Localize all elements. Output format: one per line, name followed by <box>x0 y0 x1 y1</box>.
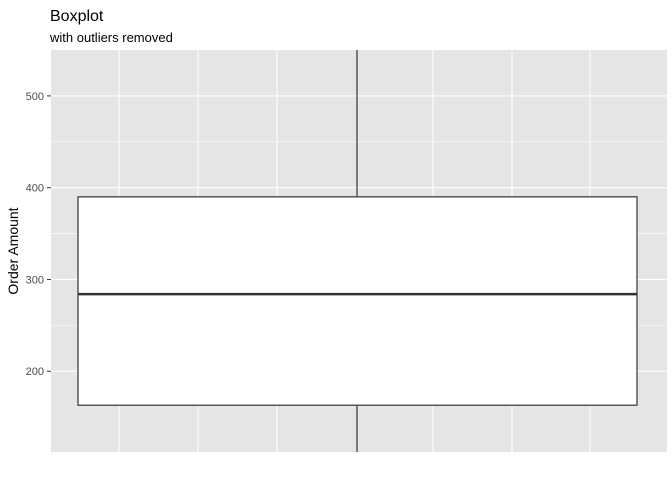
y-tick-label: 300 <box>26 274 44 286</box>
y-tick-label: 500 <box>26 91 44 103</box>
y-axis-label: Order Amount <box>5 207 21 294</box>
y-tick-label: 400 <box>26 183 44 195</box>
box-layer <box>77 50 638 452</box>
chart-subtitle: with outliers removed <box>49 30 173 45</box>
box-iqr <box>77 196 638 406</box>
y-tick-label: 200 <box>26 366 44 378</box>
y-axis: 200 300 400 500 <box>26 91 51 378</box>
chart-title: Boxplot <box>50 8 104 25</box>
